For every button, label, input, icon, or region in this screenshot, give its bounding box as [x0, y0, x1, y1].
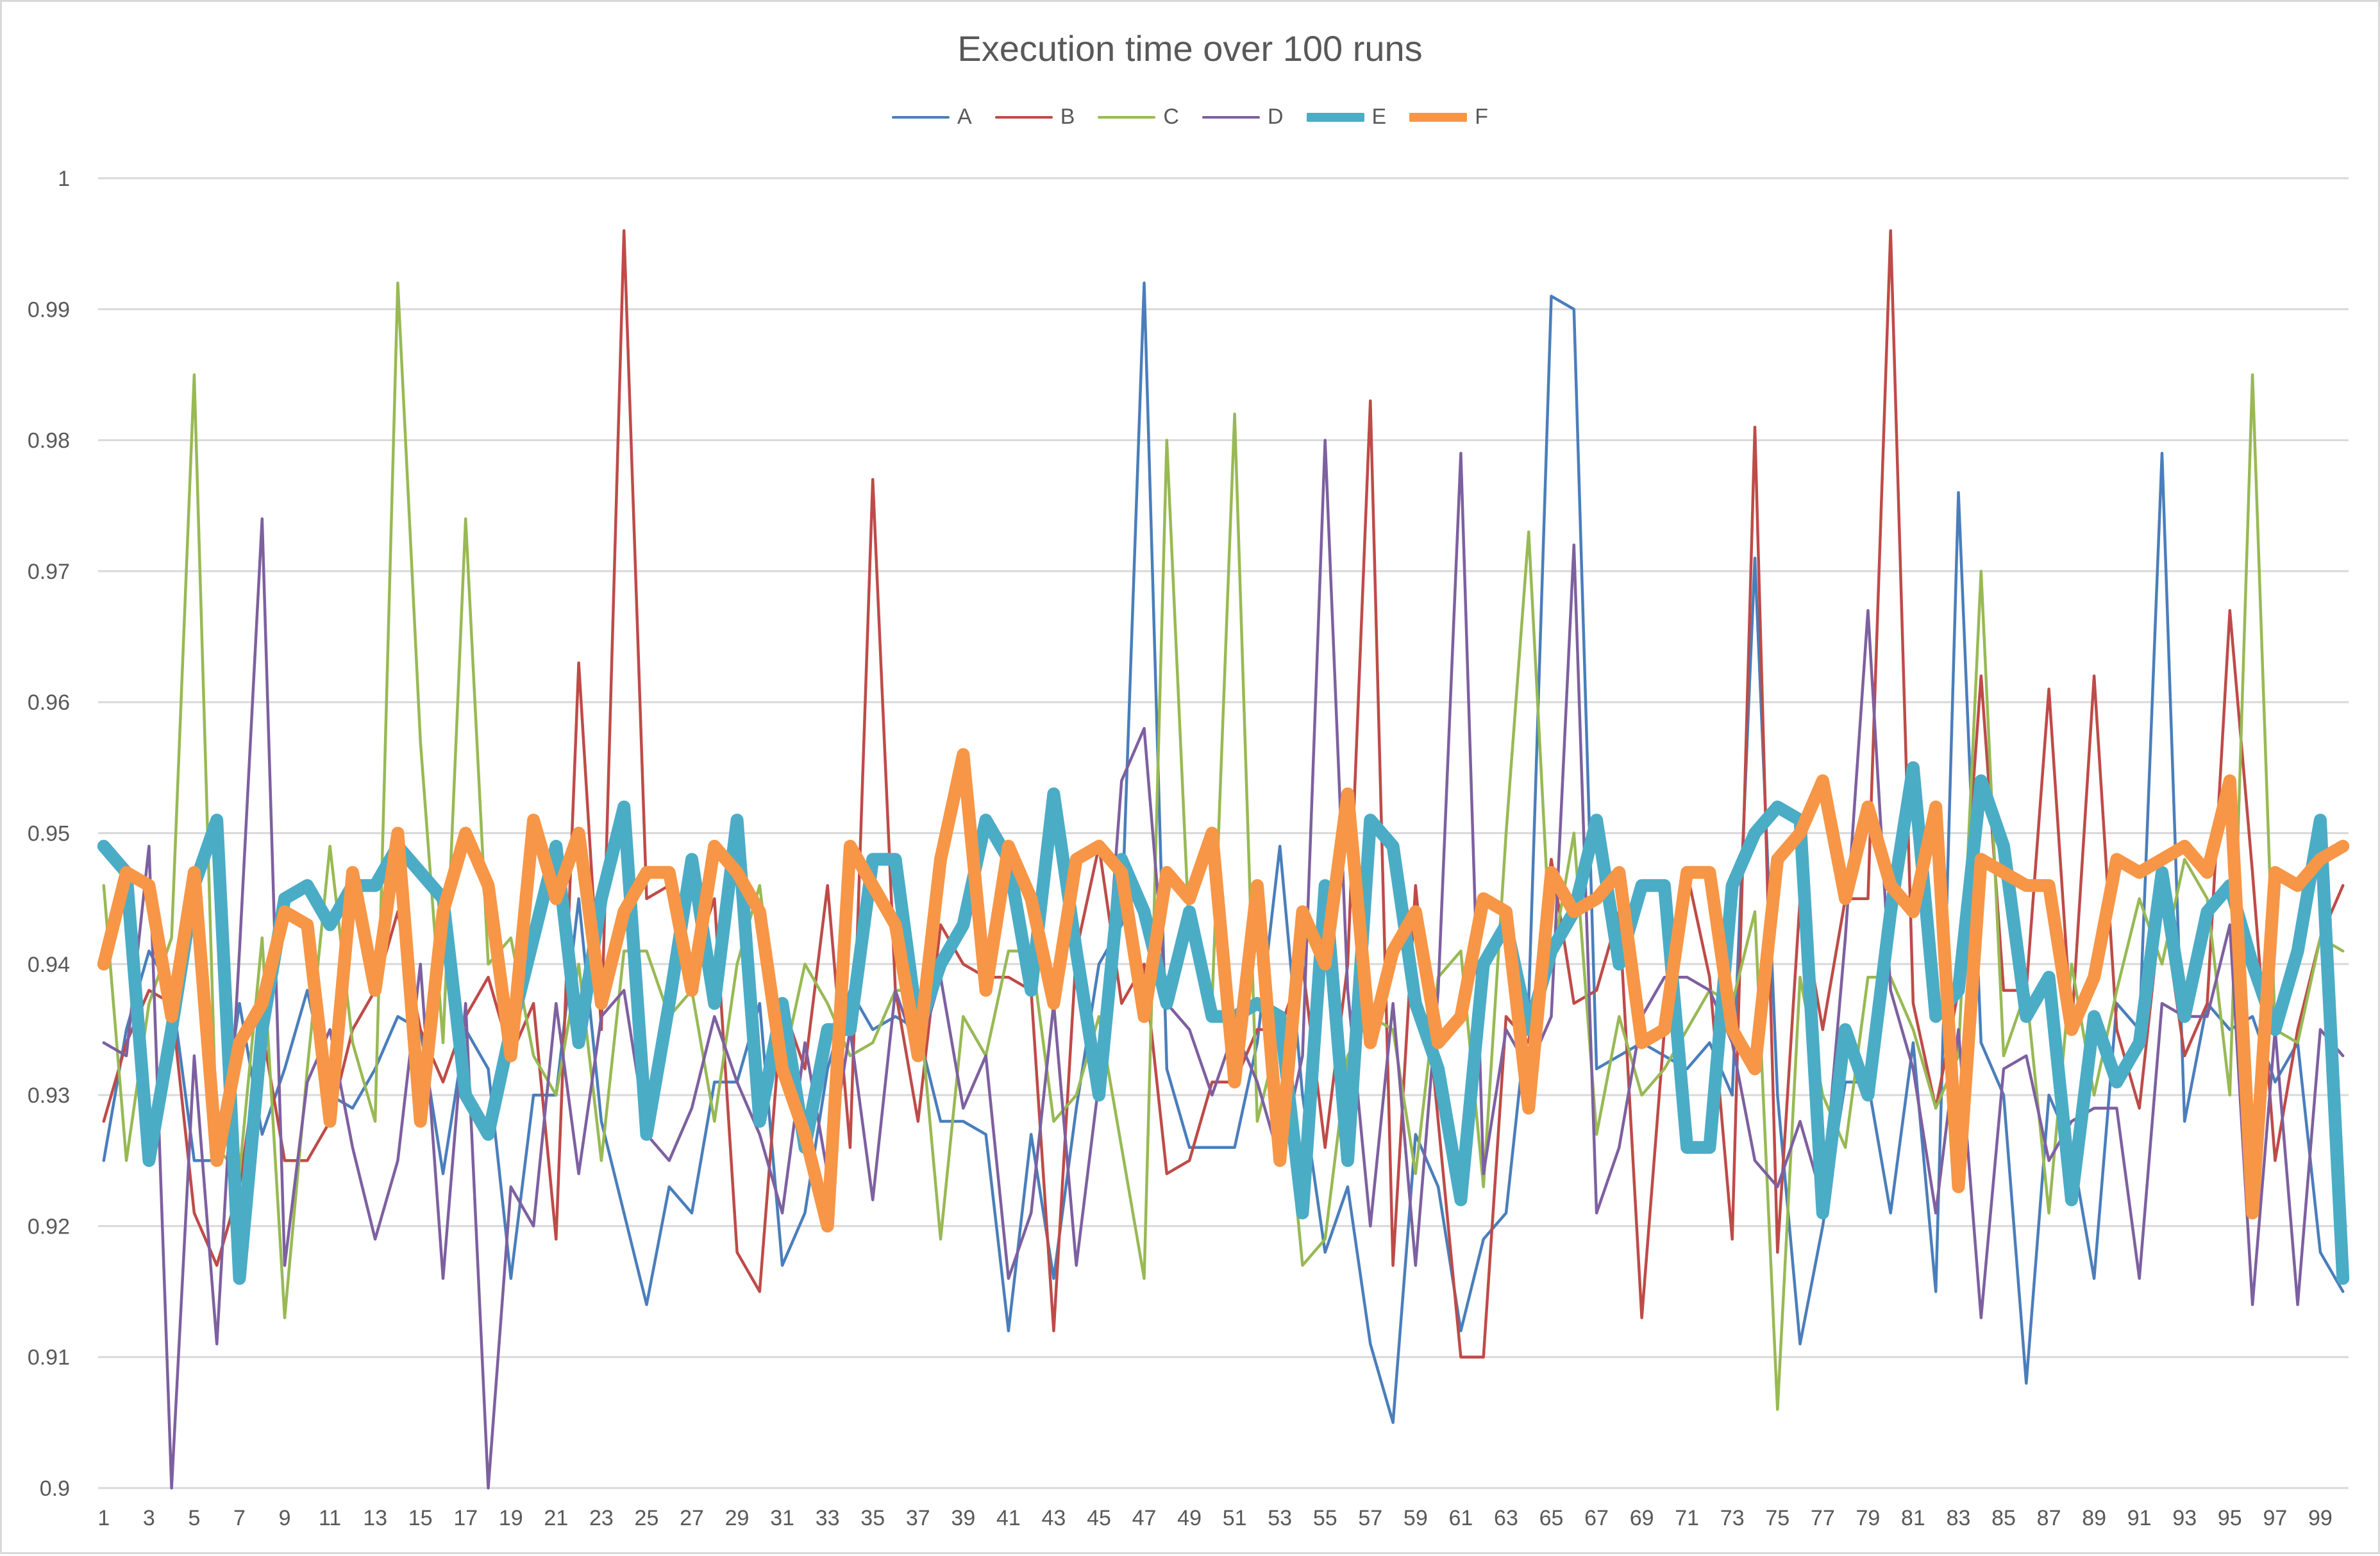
y-tick-label: 0.98 [28, 429, 70, 453]
x-tick-label: 97 [2263, 1506, 2287, 1530]
y-tick-label: 0.92 [28, 1214, 70, 1239]
x-tick-label: 57 [1358, 1506, 1382, 1530]
x-tick-label: 39 [951, 1506, 975, 1530]
x-tick-label: 27 [680, 1506, 704, 1530]
legend-item-f: F [1409, 105, 1488, 130]
x-tick-label: 83 [1947, 1506, 1971, 1530]
x-tick-label: 23 [589, 1506, 614, 1530]
x-tick-label: 59 [1404, 1506, 1428, 1530]
x-tick-label: 49 [1177, 1506, 1202, 1530]
x-tick-label: 19 [499, 1506, 523, 1530]
x-tick-label: 25 [635, 1506, 659, 1530]
legend-item-d: D [1202, 105, 1284, 130]
x-tick-label: 79 [1856, 1506, 1880, 1530]
x-tick-label: 51 [1223, 1506, 1247, 1530]
x-tick-label: 77 [1811, 1506, 1835, 1530]
x-tick-label: 69 [1630, 1506, 1654, 1530]
y-tick-label: 0.97 [28, 560, 70, 584]
x-tick-label: 13 [363, 1506, 387, 1530]
legend-swatch-e [1306, 112, 1364, 122]
legend-item-c: C [1098, 105, 1179, 130]
x-tick-label: 47 [1132, 1506, 1157, 1530]
y-tick-label: 0.96 [28, 690, 70, 715]
x-tick-label: 45 [1087, 1506, 1111, 1530]
y-tick-label: 0.99 [28, 297, 70, 322]
legend-label-a: A [957, 105, 972, 129]
series-line-f [97, 748, 2350, 1233]
x-tick-label: 5 [188, 1506, 200, 1530]
x-tick-label: 31 [770, 1506, 794, 1530]
x-tick-label: 91 [2127, 1506, 2152, 1530]
legend-swatch-d [1202, 115, 1260, 119]
legend-label-b: B [1060, 105, 1075, 129]
legend-label-c: C [1163, 105, 1179, 129]
x-tick-label: 65 [1539, 1506, 1564, 1530]
x-tick-label: 63 [1494, 1506, 1518, 1530]
legend-item-b: B [994, 105, 1075, 130]
legend-swatch-a [892, 115, 950, 119]
legend-swatch-b [994, 115, 1053, 119]
y-tick-label: 0.9 [40, 1477, 70, 1501]
chart-legend: A B C D E F [2, 105, 2378, 130]
legend-label-e: E [1371, 105, 1387, 129]
legend-swatch-f [1409, 112, 1468, 122]
series-line-d [102, 439, 2345, 1490]
x-tick-label: 85 [1991, 1506, 2016, 1530]
legend-item-e: E [1306, 105, 1387, 130]
x-tick-label: 1 [97, 1506, 110, 1530]
x-tick-label: 29 [725, 1506, 750, 1530]
x-tick-label: 37 [906, 1506, 930, 1530]
x-tick-label: 7 [233, 1506, 246, 1530]
y-tick-label: 0.94 [28, 953, 70, 977]
x-tick-label: 73 [1720, 1506, 1745, 1530]
x-tick-label: 15 [408, 1506, 433, 1530]
legend-label-f: F [1475, 105, 1488, 129]
legend-label-d: D [1267, 105, 1284, 129]
series-line-c [102, 281, 2345, 1411]
x-tick-label: 33 [816, 1506, 840, 1530]
x-tick-label: 9 [279, 1506, 291, 1530]
x-tick-label: 53 [1268, 1506, 1292, 1530]
x-tick-label: 55 [1313, 1506, 1337, 1530]
x-tick-label: 11 [319, 1506, 341, 1530]
x-tick-label: 81 [1901, 1506, 1925, 1530]
x-tick-label: 67 [1584, 1506, 1609, 1530]
y-tick-label: 0.93 [28, 1083, 70, 1108]
x-tick-label: 99 [2308, 1506, 2333, 1530]
legend-swatch-c [1098, 115, 1156, 119]
series-line-a [102, 281, 2345, 1425]
x-tick-label: 87 [2037, 1506, 2061, 1530]
y-tick-label: 1 [58, 167, 70, 191]
x-tick-label: 89 [2082, 1506, 2106, 1530]
x-tick-label: 21 [544, 1506, 568, 1530]
y-tick-label: 0.95 [28, 822, 70, 846]
x-tick-label: 71 [1675, 1506, 1699, 1530]
x-tick-label: 93 [2172, 1506, 2197, 1530]
chart-title: Execution time over 100 runs [957, 28, 1423, 69]
x-tick-label: 61 [1448, 1506, 1473, 1530]
x-tick-label: 95 [2218, 1506, 2242, 1530]
x-tick-label: 35 [860, 1506, 885, 1530]
series-line-b [102, 229, 2345, 1359]
x-tick-label: 3 [143, 1506, 155, 1530]
x-tick-label: 17 [453, 1506, 478, 1530]
y-tick-label: 0.91 [28, 1346, 70, 1370]
x-tick-label: 43 [1042, 1506, 1066, 1530]
legend-item-a: A [892, 105, 972, 130]
x-tick-label: 41 [996, 1506, 1021, 1530]
x-tick-label: 75 [1765, 1506, 1789, 1530]
